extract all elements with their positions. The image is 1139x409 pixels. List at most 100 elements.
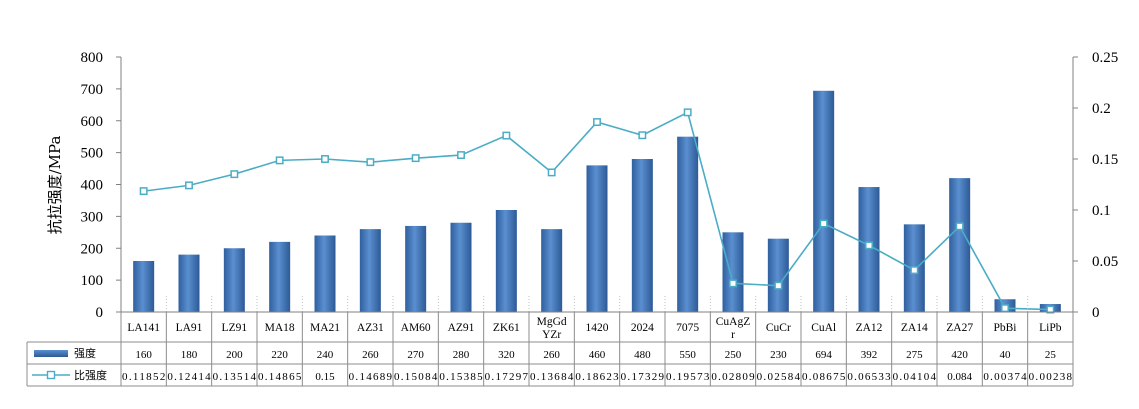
data-label: 0.13514 (213, 371, 257, 383)
x-tick-label: MgGd (537, 316, 567, 328)
data-label: 220 (271, 349, 288, 361)
data-label: 200 (226, 349, 243, 361)
line-point (457, 151, 465, 160)
data-label: 0.14865 (258, 371, 302, 383)
data-label: 0.02809 (711, 371, 755, 383)
data-label: 280 (453, 349, 470, 361)
line-point (683, 108, 692, 117)
y-tick-label: 800 (81, 50, 104, 66)
bar (949, 178, 971, 312)
x-tick-label: MA18 (265, 322, 295, 334)
x-tick-label: AZ91 (448, 322, 475, 334)
bar (450, 222, 472, 312)
bar-group (133, 90, 1061, 312)
line-point (819, 219, 828, 228)
data-label: 180 (181, 349, 198, 361)
x-tick-label: r (731, 329, 735, 341)
line-series-group (139, 108, 1055, 314)
y-tick-label: 500 (81, 146, 104, 162)
data-label: 0.17297 (485, 371, 529, 383)
y2-tick-label: 0.05 (1092, 254, 1118, 270)
y-tick-label: 600 (81, 114, 104, 130)
data-label: 0.04104 (893, 371, 937, 383)
x-tick-label: MA21 (310, 322, 340, 334)
line-point (1001, 304, 1009, 313)
data-label: 550 (679, 349, 696, 361)
y2-tick-label: 0.15 (1092, 152, 1118, 168)
line-point (230, 170, 239, 179)
legend-swatch-marker (46, 370, 56, 380)
data-label: 0.084 (947, 371, 972, 383)
data-label: 0.15 (315, 371, 335, 383)
data-label: 0.02584 (757, 371, 801, 383)
data-label: 260 (362, 349, 379, 361)
y-tick-label: 100 (81, 273, 104, 289)
line-point (185, 181, 193, 190)
data-label: 40 (1000, 349, 1012, 361)
line-point (729, 279, 737, 288)
data-label: 0.15385 (439, 371, 483, 383)
y-tick-label: 300 (81, 209, 104, 225)
x-tick-label: PbBi (993, 322, 1016, 334)
x-tick-label: ZK61 (493, 322, 520, 334)
data-label: 0.15084 (394, 371, 438, 383)
bar (178, 254, 200, 312)
data-label: 392 (861, 349, 878, 361)
bar (269, 241, 291, 312)
bar (541, 229, 563, 312)
line-point (865, 241, 873, 250)
bar (722, 232, 744, 312)
data-label: 0.08675 (802, 371, 846, 383)
data-label: 25 (1045, 349, 1057, 361)
x-tick-label: ZA14 (901, 322, 928, 334)
data-label: 0.18623 (575, 371, 619, 383)
x-tick-label: CuAl (811, 322, 836, 334)
x-tick-label: 1420 (586, 322, 609, 334)
y-tick-label: 400 (81, 178, 104, 194)
bar (858, 187, 880, 312)
bar (813, 90, 835, 312)
y-axis-label: 抗拉强度/MPa (46, 136, 64, 235)
x-tick-label: LZ91 (222, 322, 248, 334)
data-label: 0.00238 (1029, 371, 1073, 383)
line-point (638, 131, 647, 140)
line-point (1046, 305, 1055, 314)
line-point (321, 155, 329, 163)
x-tick-label: 7075 (676, 322, 699, 334)
data-label: 275 (906, 349, 923, 361)
y-tick-label: 700 (81, 82, 104, 98)
y2-tick-label: 0.25 (1092, 50, 1118, 66)
x-tick-label: CuCr (766, 322, 791, 334)
line-point (502, 131, 511, 140)
data-label: 0.00374 (983, 371, 1027, 383)
bar (405, 225, 427, 312)
x-tick-label: 2024 (631, 322, 654, 334)
data-label: 0.13684 (530, 371, 574, 383)
bar (314, 235, 336, 312)
y-tick-label: 0 (96, 305, 104, 321)
data-label: 260 (543, 349, 560, 361)
data-label: 460 (589, 349, 606, 361)
bar (223, 248, 245, 312)
x-tick-label: LA141 (127, 322, 160, 334)
x-tick-label: AZ31 (357, 322, 384, 334)
data-label: 0.17329 (621, 371, 665, 383)
line-point (910, 266, 919, 275)
x-tick-label: LA91 (176, 322, 203, 334)
x-tick-label: ZA12 (856, 322, 883, 334)
line-point (547, 168, 556, 177)
data-label: 420 (951, 349, 968, 361)
y-tick-label: 200 (81, 241, 104, 257)
line-point (139, 187, 148, 196)
x-tick-label: YZr (542, 329, 561, 341)
legend-label: 强度 (74, 346, 96, 360)
line-point (275, 156, 284, 165)
data-label: 0.12414 (167, 371, 211, 383)
data-label: 480 (634, 349, 651, 361)
data-label: 160 (135, 349, 152, 361)
data-label: 694 (815, 349, 832, 361)
x-tick-label: LiPb (1039, 322, 1062, 334)
data-label: 240 (317, 349, 334, 361)
legend-swatch-bar (34, 350, 68, 357)
bar (586, 165, 608, 312)
